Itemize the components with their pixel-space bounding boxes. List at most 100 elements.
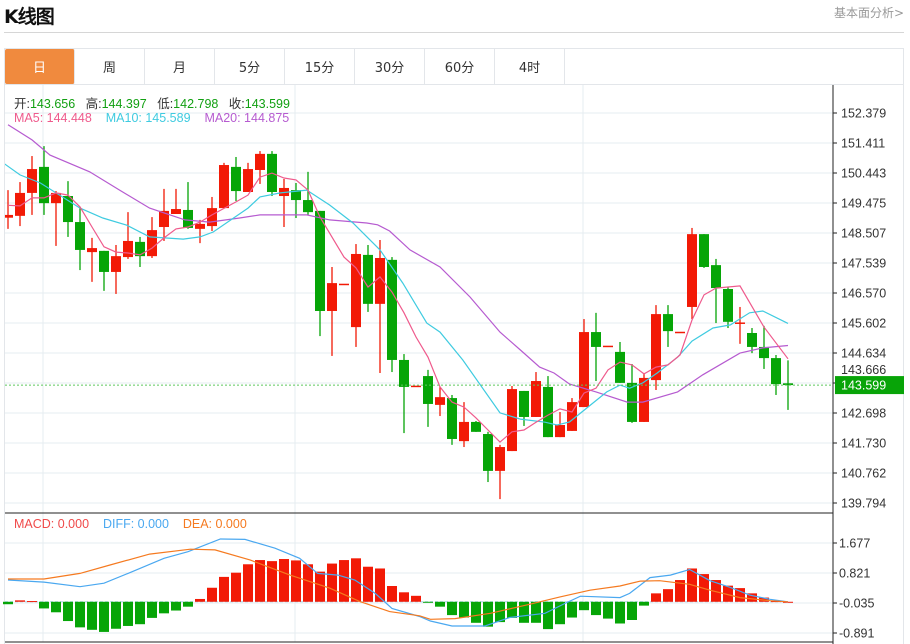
macd-axis-label: -0.891 (839, 627, 874, 641)
candle-down (39, 146, 49, 215)
current-price-tag (835, 376, 904, 395)
macd-bar-negative (183, 601, 193, 607)
macd-bar-positive (663, 589, 673, 602)
candle-down (519, 390, 529, 426)
candle-down (483, 431, 493, 483)
diff-legend-value: DIFF: 0.000 (102, 517, 169, 531)
tab-30min[interactable]: 30分 (355, 49, 425, 84)
candle-body (231, 166, 241, 192)
macd-bar-positive (723, 585, 733, 602)
macd-bar-negative (603, 601, 613, 619)
macd-bar-positive (327, 563, 337, 602)
candle-body (111, 256, 121, 272)
candle-down (747, 328, 757, 354)
macd-bar-negative (435, 601, 445, 607)
candle-up (639, 372, 649, 422)
dea-legend-value: DEA: 0.000 (182, 517, 247, 531)
macd-bar-positive (399, 592, 409, 602)
macd-bar-negative (135, 601, 145, 625)
close-label: 收: (228, 97, 245, 111)
tab-day[interactable]: 日 (5, 49, 75, 84)
candle-down (231, 156, 241, 201)
candle-down (543, 376, 553, 438)
tab-week[interactable]: 周 (75, 49, 145, 84)
candle-body (531, 381, 541, 417)
candle-body (723, 288, 733, 322)
candle-up (339, 283, 349, 286)
candle-down (699, 234, 709, 268)
candle-up (603, 345, 613, 348)
price-axis-label: 142.698 (841, 407, 886, 421)
macd-bar-positive (219, 576, 229, 602)
candle-up (567, 398, 577, 431)
tab-60min[interactable]: 60分 (425, 49, 495, 84)
ma-legend: MA5: 144.448 MA10: 145.589 MA20: 144.875 (14, 111, 289, 125)
tab-5min[interactable]: 5分 (215, 49, 285, 84)
macd-bar-positive (207, 587, 217, 602)
macd-bar-positive (363, 566, 373, 602)
macd-bar-negative (159, 601, 169, 614)
fundamental-analysis-link[interactable]: 基本面分析> (833, 6, 904, 20)
candle-body (699, 234, 709, 267)
macd-bar-negative (579, 601, 589, 611)
candle-body (87, 248, 97, 253)
candle-down (303, 171, 313, 215)
candle-body (51, 192, 61, 204)
macd-bar-negative (87, 601, 97, 630)
candle-body (663, 314, 673, 332)
candle-up (531, 372, 541, 417)
macd-bar-negative (147, 601, 157, 618)
candle-down (723, 287, 733, 329)
price-axis-label: 141.730 (841, 437, 886, 451)
tab-month[interactable]: 月 (145, 49, 215, 84)
macd-bar-negative (615, 601, 625, 624)
price-axis-label: 147.539 (841, 257, 886, 271)
candle-down (771, 354, 781, 395)
price-axis-label: 143.666 (841, 363, 886, 377)
candle-body (639, 377, 649, 422)
ohlc-legend: 开:143.656 高:144.397 低:142.798 收:143.599 (14, 93, 290, 112)
candle-body (135, 241, 145, 257)
macd-bar-positive (15, 600, 25, 602)
candle-down (75, 206, 85, 271)
candle-body (27, 169, 37, 193)
candle-body (327, 283, 337, 311)
candle-up (651, 305, 661, 391)
macd-bar-negative (519, 601, 529, 623)
candle-body (255, 153, 265, 170)
candle-down (471, 421, 481, 432)
candle-down (99, 250, 109, 291)
high-value: 144.397 (101, 97, 147, 111)
tab-15min[interactable]: 15分 (285, 49, 355, 84)
candle-body (63, 196, 73, 223)
candle-up (195, 219, 205, 244)
tab-4hour[interactable]: 4时 (495, 49, 565, 84)
candle-up (219, 162, 229, 209)
candle-down (663, 305, 673, 347)
macd-bar-negative (75, 601, 85, 628)
macd-bar-positive (351, 558, 361, 602)
macd-bar-positive (339, 560, 349, 602)
candle-body (687, 234, 697, 307)
macd-bar-positive (231, 572, 241, 602)
macd-axis-label: 1.677 (839, 537, 870, 551)
macd-bar-positive (735, 588, 745, 602)
period-tabs: 日 周 月 5分 15分 30分 60分 4时 (5, 49, 565, 84)
candle-body (363, 254, 373, 304)
candle-up (207, 196, 217, 232)
dea-line (8, 548, 789, 620)
candle-up (171, 188, 181, 214)
candle-body (435, 397, 445, 405)
price-axis-label: 152.379 (841, 107, 886, 121)
price-axis-label: 148.507 (841, 227, 886, 241)
candle-body (315, 210, 325, 311)
macd-bar-negative (627, 601, 637, 620)
candle-up (687, 227, 697, 320)
candle-body (675, 331, 685, 334)
macd-bar-negative (3, 601, 13, 605)
macd-bar-positive (783, 601, 793, 603)
macd-bar-positive (267, 561, 277, 602)
price-axis-label: 151.411 (841, 137, 885, 151)
candle-body (615, 351, 625, 383)
